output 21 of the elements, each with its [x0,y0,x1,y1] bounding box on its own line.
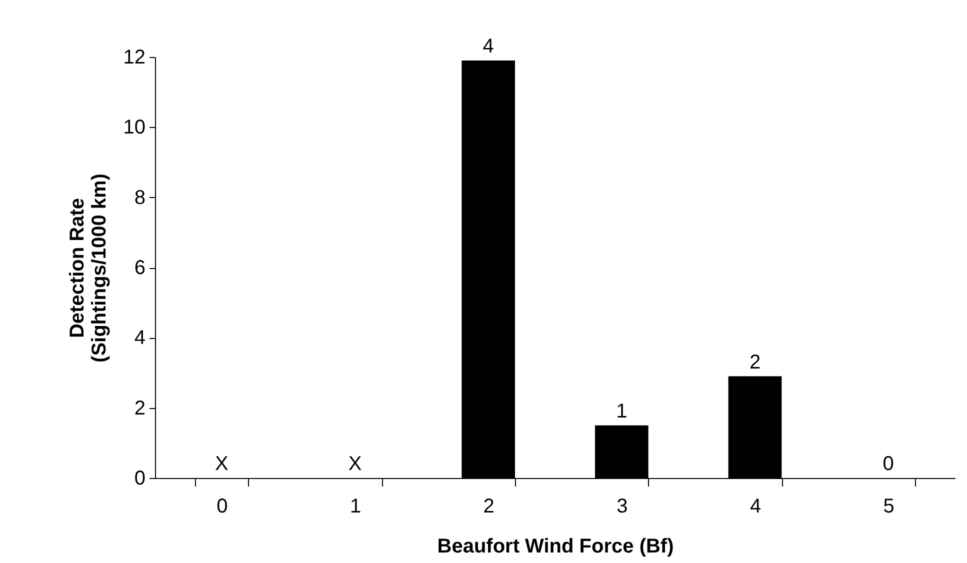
y-tick-label: 2 [134,397,146,420]
y-tick-label: 0 [134,468,146,490]
annotation: 2 [749,351,761,374]
x-tick-label: 0 [216,496,228,518]
annotation: 0 [882,453,894,475]
x-tick-label: 2 [483,496,494,518]
y-tick-label: 10 [123,116,146,139]
y-tick-label: 12 [123,46,146,68]
x-tick-label: 1 [350,496,362,518]
annotation: 4 [482,36,494,58]
y-axis-title: Detection Rate (Sightings/1000 km) [66,174,110,362]
y-tick-label: 4 [134,327,146,350]
annotation: X [348,453,362,475]
x-axis-title: Beaufort Wind Force (Bf) [437,536,674,558]
x-tick-label: 5 [883,496,894,518]
y-tick-label: 6 [134,257,146,279]
x-tick-label: 4 [750,496,762,518]
annotation: X [214,453,228,475]
annotation: 1 [616,400,628,422]
y-tick-label: 8 [134,186,146,209]
x-tick-label: 3 [616,496,628,518]
